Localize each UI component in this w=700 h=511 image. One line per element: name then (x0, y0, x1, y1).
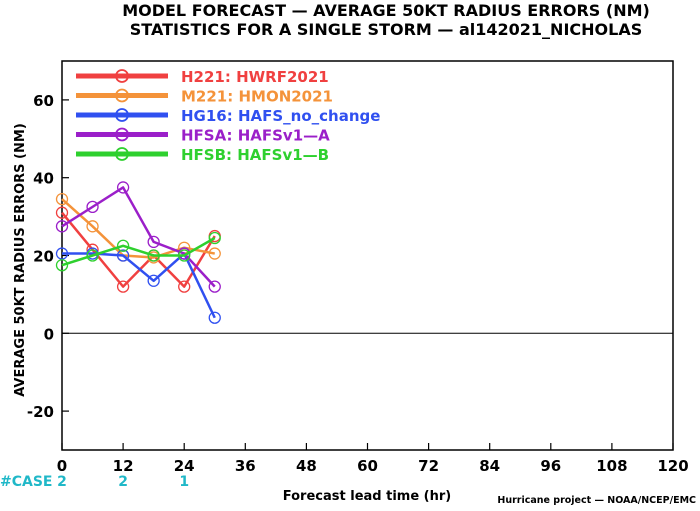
legend-label: HG16: HAFS_no_change (181, 107, 380, 125)
y-tick-label: 20 (33, 248, 54, 266)
data-point (55, 259, 69, 272)
x-tick-label: 84 (479, 457, 500, 475)
data-point (178, 249, 191, 262)
case-count: 2 (118, 474, 128, 490)
case-count: 2 (57, 474, 67, 490)
y-tick-label: 0 (44, 325, 54, 343)
legend-marker (115, 69, 129, 83)
legend-entry: HFSA: HAFSv1—A (76, 127, 330, 145)
legend-entry: HG16: HAFS_no_change (76, 107, 380, 125)
y-axis-label: AVERAGE 50KT RADIUS ERRORS (NM) (13, 123, 28, 397)
data-point (86, 220, 99, 233)
y-tick-label: -20 (27, 403, 54, 421)
x-tick-label: 0 (57, 457, 67, 475)
data-point (116, 239, 130, 252)
legend-marker (115, 147, 129, 161)
y-tick-label: 60 (33, 92, 54, 110)
legend-label: H221: HWRF2021 (181, 68, 329, 86)
data-point (208, 280, 221, 293)
data-point (116, 280, 130, 293)
data-point (147, 235, 160, 249)
data-point (55, 206, 69, 219)
x-tick-label: 36 (235, 457, 256, 475)
legend-marker (115, 127, 129, 142)
data-point (116, 249, 130, 262)
case-label: #CASE (0, 474, 53, 490)
x-tick-label: 120 (657, 457, 688, 475)
x-tick-label: 12 (113, 457, 134, 475)
y-tick-label: 40 (33, 170, 54, 188)
data-point (178, 280, 191, 293)
data-point (55, 247, 69, 260)
chart-title: MODEL FORECAST — AVERAGE 50KT RADIUS ERR… (122, 1, 650, 20)
x-tick-label: 24 (174, 457, 195, 475)
x-tick-label: 96 (540, 457, 561, 475)
legend-entry: HFSB: HAFSv1—B (76, 146, 329, 164)
data-point (208, 311, 221, 324)
y-axis: -20 0 20 40 60 (27, 92, 69, 421)
case-counts: 2 2 1 (57, 474, 189, 490)
x-tick-label: 60 (357, 457, 378, 475)
data-point (86, 200, 99, 214)
credit-text: Hurricane project — NOAA/NCEP/EMC (497, 495, 696, 506)
chart-subtitle: STATISTICS FOR A SINGLE STORM — al142021… (130, 20, 642, 39)
legend-marker (115, 88, 129, 103)
data-point (55, 192, 69, 206)
data-point (208, 247, 221, 260)
legend-entry: M221: HMON2021 (76, 88, 333, 106)
x-tick-label: 72 (418, 457, 439, 475)
legend-marker (115, 108, 129, 122)
data-point (55, 220, 69, 233)
x-tick-label: 108 (596, 457, 627, 475)
x-tick-label: 48 (296, 457, 317, 475)
legend-label: HFSB: HAFSv1—B (181, 146, 329, 164)
legend-entry: H221: HWRF2021 (76, 68, 329, 86)
series-line (61, 211, 216, 288)
data-point (208, 231, 221, 245)
data-point (86, 249, 99, 262)
legend-label: HFSA: HAFSv1—A (181, 127, 330, 145)
data-point (147, 274, 160, 287)
legend-label: M221: HMON2021 (181, 88, 333, 106)
series-line (61, 198, 215, 259)
series-group (55, 231, 221, 272)
case-count: 1 (179, 474, 189, 490)
data-point (147, 249, 160, 262)
series-group (55, 181, 221, 293)
x-axis: 0 12 24 36 48 60 72 84 96 108 120 (57, 443, 689, 475)
x-axis-label: Forecast lead time (hr) (283, 489, 451, 504)
data-point (116, 181, 130, 194)
series-layer (55, 181, 221, 324)
